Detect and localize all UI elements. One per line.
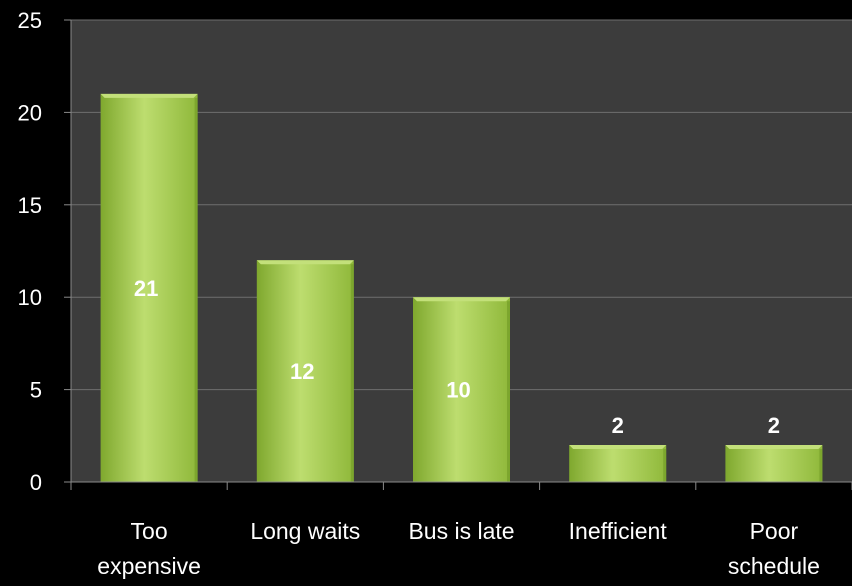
y-tick-label: 15 — [18, 193, 42, 218]
bar — [100, 93, 198, 483]
bar-bevel — [569, 445, 667, 450]
category-label: schedule — [728, 553, 820, 579]
bar — [256, 260, 354, 482]
bar-edge — [194, 97, 198, 483]
data-label: 10 — [446, 378, 470, 403]
bar — [413, 297, 510, 482]
bar-bevel — [413, 297, 510, 302]
bars — [100, 93, 823, 483]
category-label: Too — [131, 518, 168, 544]
bar-group — [569, 445, 667, 482]
bar-edge — [507, 301, 510, 482]
bar-bevel — [100, 93, 198, 98]
category-label: Inefficient — [569, 518, 668, 544]
y-tick-label: 25 — [18, 8, 42, 33]
bar-bevel — [725, 445, 823, 450]
bar — [569, 445, 667, 482]
data-label: 12 — [290, 359, 314, 384]
bar-group — [100, 93, 198, 483]
y-tick-label: 5 — [30, 378, 42, 403]
bar — [725, 445, 823, 482]
data-label: 2 — [768, 413, 780, 438]
y-tick-label: 10 — [18, 285, 42, 310]
bar-group — [725, 445, 823, 482]
category-label: Bus is late — [408, 518, 514, 544]
y-tick-label: 0 — [30, 470, 42, 495]
category-label: Poor — [750, 518, 799, 544]
bar-group — [256, 260, 354, 482]
labels: 21 Too expensive 12 Long waits 10 Bus is late 2… — [97, 276, 820, 579]
bar-edge — [663, 449, 667, 482]
data-label: 2 — [612, 413, 624, 438]
data-label: 21 — [134, 276, 158, 301]
category-label: Long waits — [250, 518, 360, 544]
bar-edge — [819, 449, 823, 482]
bar-bevel — [256, 260, 354, 265]
bar-group — [413, 297, 510, 482]
axes: 0 5 10 15 20 25 — [18, 8, 852, 495]
y-tick-label: 20 — [18, 100, 42, 125]
category-label: expensive — [97, 553, 201, 579]
bar-edge — [350, 264, 354, 482]
